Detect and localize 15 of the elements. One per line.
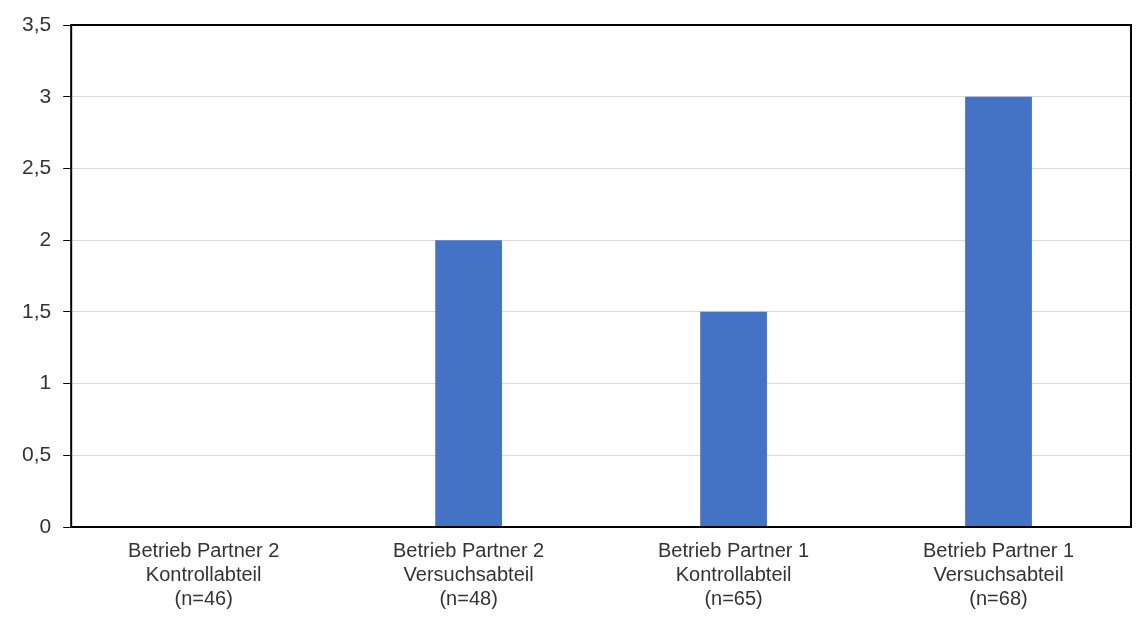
y-tick-label: 0 <box>39 513 52 537</box>
x-tick-label: Betrieb Partner 1 Kontrollabteil (n=65) <box>657 538 810 609</box>
y-tick-label: 0,5 <box>21 442 52 466</box>
y-tick-label: 3 <box>39 83 52 107</box>
x-tick-label: Betrieb Partner 2 Kontrollabteil (n=46) <box>128 538 280 609</box>
bar <box>700 311 767 527</box>
y-tick-label: 1,5 <box>21 298 52 322</box>
x-tick-label: Betrieb Partner 1 Versuchsabteil (n=68) <box>922 538 1075 609</box>
bar <box>435 240 502 527</box>
y-tick-label: 2,5 <box>21 155 52 179</box>
bar <box>965 96 1032 527</box>
y-tick-label: 1 <box>39 370 52 394</box>
x-tick-label: Betrieb Partner 2 Versuchsabteil (n=48) <box>393 538 545 609</box>
y-tick-label: 3,5 <box>21 11 52 35</box>
y-tick-label: 2 <box>39 226 52 250</box>
